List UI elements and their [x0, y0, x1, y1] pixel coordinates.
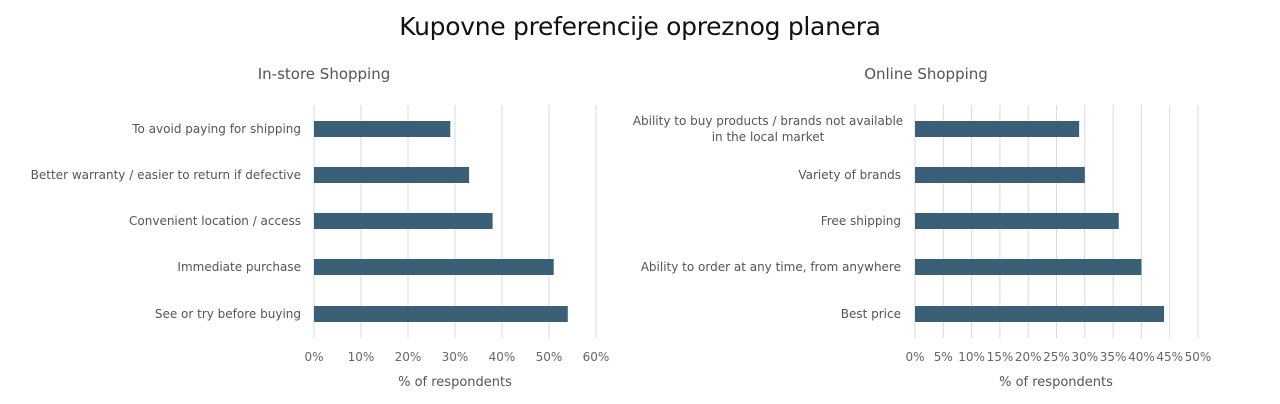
category-label: Variety of brands [798, 168, 901, 182]
x-tick-label: 40% [1128, 350, 1155, 364]
category-label: To avoid paying for shipping [131, 122, 301, 136]
x-tick-label: 10% [348, 350, 375, 364]
category-label: Best price [841, 307, 901, 321]
chart-title: Online Shopping [864, 65, 988, 83]
category-label: in the local market [712, 130, 825, 144]
category-label: Better warranty / easier to return if de… [31, 168, 301, 182]
bar [915, 121, 1080, 137]
x-tick-label: 30% [442, 350, 469, 364]
chart-in-store: 0% 10% 20% 30% 40% 50% 60% In-store Shopping % o… [31, 65, 610, 390]
bar [314, 259, 554, 275]
bar [314, 121, 451, 137]
x-axis-title: % of respondents [999, 375, 1113, 390]
chart-online: 0% 5% 10% 15% 20% 25% 30% 35% 40% 45% 50% Online Sh… [633, 65, 1212, 390]
x-axis-title: % of respondents [398, 375, 512, 390]
bar [915, 259, 1142, 275]
page-title: Kupovne preferencije opreznog planera [399, 12, 881, 41]
bar [314, 306, 568, 322]
bar [314, 213, 493, 229]
x-tick-label: 40% [489, 350, 516, 364]
x-tick-label: 45% [1156, 350, 1183, 364]
category-label: Ability to order at any time, from anywh… [641, 260, 901, 274]
x-tick-label: 0% [905, 350, 924, 364]
category-label: Ability to buy products / brands not ava… [633, 114, 903, 128]
category-label: See or try before buying [155, 307, 301, 321]
category-label: Convenient location / access [129, 214, 301, 228]
bar [314, 167, 470, 183]
bar [915, 213, 1119, 229]
category-label: Immediate purchase [177, 260, 301, 274]
x-tick-label: 10% [958, 350, 985, 364]
x-tick-label: 5% [934, 350, 953, 364]
chart-title: In-store Shopping [258, 65, 391, 83]
x-tick-label: 50% [1185, 350, 1212, 364]
x-tick-label: 50% [536, 350, 563, 364]
x-tick-label: 25% [1043, 350, 1070, 364]
x-tick-label: 30% [1071, 350, 1098, 364]
x-tick-label: 35% [1100, 350, 1127, 364]
category-label: Free shipping [821, 214, 901, 228]
x-tick-label: 0% [304, 350, 323, 364]
bar [915, 306, 1165, 322]
x-tick-label: 20% [1015, 350, 1042, 364]
x-tick-label: 15% [987, 350, 1014, 364]
x-tick-label: 60% [583, 350, 610, 364]
bar [915, 167, 1085, 183]
x-tick-label: 20% [395, 350, 422, 364]
